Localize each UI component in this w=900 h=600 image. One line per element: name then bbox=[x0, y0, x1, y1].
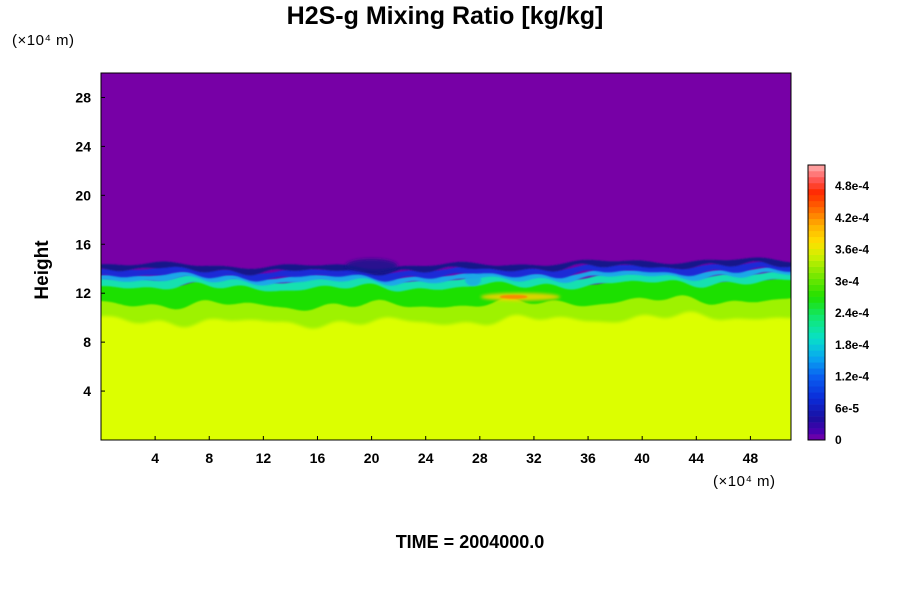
x-axis-unit: (×10⁴ m) bbox=[713, 473, 776, 490]
colorbar-segment bbox=[808, 170, 825, 178]
colorbar-segment bbox=[808, 242, 825, 249]
colorbar-tick-label: 4.8e-4 bbox=[835, 179, 869, 193]
x-tick-label: 12 bbox=[256, 450, 272, 466]
colorbar-segment bbox=[808, 236, 825, 244]
colorbar-segment bbox=[808, 260, 825, 267]
colorbar-segment bbox=[808, 434, 825, 441]
colorbar-segment bbox=[808, 218, 825, 226]
colorbar: 0 6e-5 1.2e-4 1.8e-4 2.4e-4 3e-4 3.6e-4 4.2e-4 4… bbox=[807, 164, 869, 447]
x-tick-label: 28 bbox=[472, 450, 488, 466]
colorbar-segment bbox=[808, 188, 825, 196]
colorbar-segment bbox=[808, 386, 825, 393]
colorbar-tick-label: 2.4e-4 bbox=[835, 306, 869, 320]
y-axis-unit: (×10⁴ m) bbox=[12, 32, 75, 49]
colorbar-segment bbox=[808, 182, 825, 190]
plot-frame bbox=[100, 72, 792, 441]
colorbar-segment bbox=[808, 206, 825, 214]
colorbar-segment bbox=[808, 374, 825, 381]
colorbar-segment bbox=[808, 398, 825, 405]
colorbar-tick-label: 3.6e-4 bbox=[835, 243, 869, 257]
x-tick-label: 4 bbox=[151, 450, 159, 466]
colorbar-segment bbox=[808, 272, 825, 279]
x-tick-label: 36 bbox=[580, 450, 596, 466]
y-tick-label: 28 bbox=[75, 89, 91, 105]
y-tick-label: 8 bbox=[83, 334, 91, 350]
eddy-dark bbox=[345, 258, 398, 273]
colorbar-segment bbox=[808, 194, 825, 202]
x-tick-label: 20 bbox=[364, 450, 380, 466]
colorbar-segment bbox=[808, 314, 825, 321]
colorbar-segment bbox=[808, 165, 825, 172]
y-tick-label: 16 bbox=[75, 236, 91, 252]
y-axis: 4 8 12 16 20 24 28 bbox=[75, 89, 105, 399]
high-value-core bbox=[499, 294, 528, 299]
y-tick-label: 24 bbox=[75, 138, 91, 154]
colorbar-tick-label: 0 bbox=[835, 433, 842, 447]
colorbar-tick-label: 4.2e-4 bbox=[835, 211, 869, 225]
colorbar-segment bbox=[808, 176, 825, 184]
colorbar-segment bbox=[808, 212, 825, 220]
colorbar-segment bbox=[808, 266, 825, 273]
colorbar-segment bbox=[808, 332, 825, 339]
transition-band-navy bbox=[101, 257, 791, 276]
colorbar-segment bbox=[808, 320, 825, 327]
y-tick-label: 20 bbox=[75, 187, 91, 203]
colorbar-segment bbox=[808, 410, 825, 417]
colorbar-segment bbox=[808, 422, 825, 429]
colorbar-segment bbox=[808, 254, 825, 261]
eddy-swirl bbox=[465, 273, 482, 286]
colorbar-tick-label: 1.8e-4 bbox=[835, 338, 869, 352]
colorbar-segment bbox=[808, 344, 825, 351]
x-tick-label: 32 bbox=[526, 450, 542, 466]
x-tick-label: 44 bbox=[689, 450, 705, 466]
colorbar-tick-label: 6e-5 bbox=[835, 401, 859, 415]
x-tick-label: 24 bbox=[418, 450, 434, 466]
colorbar-segment bbox=[808, 380, 825, 387]
colorbar-segment bbox=[808, 404, 825, 411]
colorbar-segment bbox=[808, 416, 825, 423]
chart-title: H2S-g Mixing Ratio [kg/kg] bbox=[286, 2, 604, 30]
colorbar-segment bbox=[808, 248, 825, 255]
x-tick-label: 16 bbox=[310, 450, 326, 466]
transition-band-blue bbox=[101, 261, 791, 282]
colorbar-segment bbox=[808, 326, 825, 333]
colorbar-segment bbox=[808, 302, 825, 309]
colorbar-segment bbox=[808, 200, 825, 208]
colorbar-tick-label: 3e-4 bbox=[835, 274, 859, 288]
colorbar-segment bbox=[808, 392, 825, 399]
x-tick-label: 8 bbox=[205, 450, 213, 466]
colorbar-frame bbox=[807, 164, 826, 441]
colorbar-segment bbox=[808, 368, 825, 375]
plot-area bbox=[101, 73, 791, 440]
colorbar-segment bbox=[808, 308, 825, 315]
transition-band-green bbox=[101, 274, 791, 311]
x-axis: 4 8 12 16 20 24 28 32 36 40 44 48 bbox=[151, 436, 758, 466]
x-tick-label: 48 bbox=[743, 450, 759, 466]
colorbar-segment bbox=[808, 284, 825, 291]
colorbar-segment bbox=[808, 290, 825, 297]
colorbar-segment bbox=[808, 428, 825, 435]
y-tick-label: 4 bbox=[83, 383, 91, 399]
colorbar-segment bbox=[808, 230, 825, 238]
colorbar-segment bbox=[808, 356, 825, 363]
colorbar-segment bbox=[808, 338, 825, 345]
colorbar-tick-label: 1.2e-4 bbox=[835, 370, 869, 384]
colorbar-segment bbox=[808, 224, 825, 232]
colorbar-segment bbox=[808, 362, 825, 369]
y-tick-label: 12 bbox=[75, 285, 91, 301]
colorbar-segment bbox=[808, 278, 825, 285]
colorbar-segment bbox=[808, 296, 825, 303]
time-label: TIME = 2004000.0 bbox=[395, 532, 545, 552]
colorbar-segment bbox=[808, 350, 825, 357]
x-tick-label: 40 bbox=[634, 450, 650, 466]
